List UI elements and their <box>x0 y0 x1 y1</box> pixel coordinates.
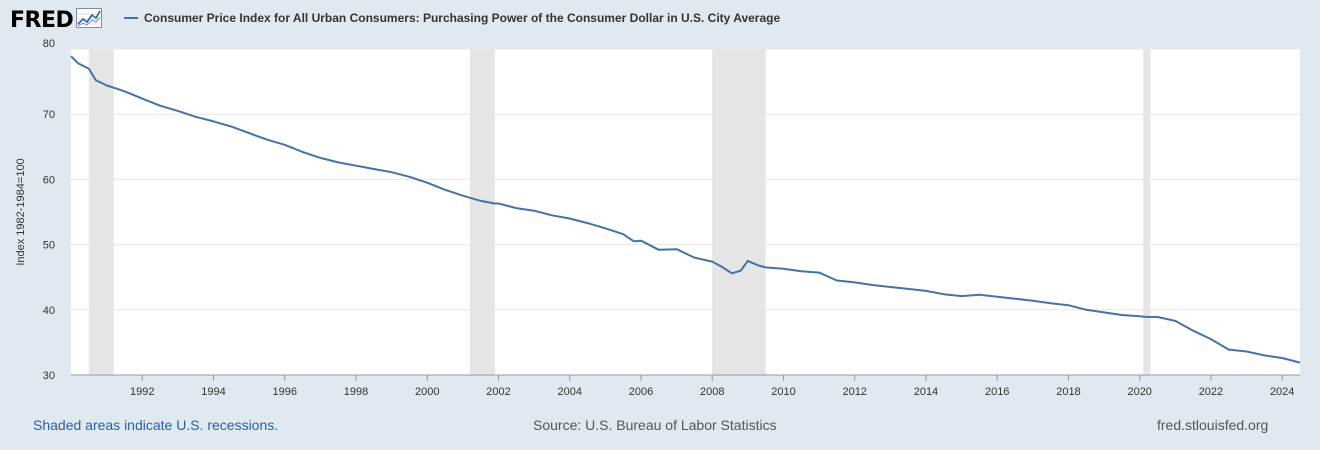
y-tick-label: 70 <box>43 109 55 121</box>
x-tick-label: 2020 <box>1127 386 1151 398</box>
x-tick-label: 2018 <box>1056 386 1080 398</box>
site-url[interactable]: fred.stlouisfed.org <box>1157 417 1269 433</box>
x-tick-label: 2010 <box>771 386 795 398</box>
recession-note-link[interactable]: Shaded areas indicate U.S. recessions. <box>33 417 279 433</box>
chart-legend: Consumer Price Index for All Urban Consu… <box>124 11 780 25</box>
y-tick-label: 30 <box>43 370 55 382</box>
y-axis-label: Index 1982-1984=100 <box>15 158 27 265</box>
x-axis-ticks: 1992 1994 1996 1998 2000 2002 2004 2006 2008 2010… <box>71 374 1300 398</box>
x-tick-label: 2024 <box>1270 386 1294 398</box>
fred-logo[interactable]: FRED <box>10 6 103 34</box>
plot-area <box>71 49 1300 375</box>
chart-line-icon <box>76 7 103 33</box>
x-tick-label: 2008 <box>700 386 724 398</box>
recession-band-2 <box>712 49 766 375</box>
recession-band-0 <box>88 49 114 375</box>
x-tick-label: 2002 <box>486 386 510 398</box>
recession-band-3 <box>1143 49 1151 375</box>
x-tick-label: 2004 <box>557 386 581 398</box>
legend-swatch <box>124 17 138 19</box>
x-tick-label: 1998 <box>344 386 368 398</box>
series-layer <box>70 55 1301 364</box>
x-tick-label: 2012 <box>842 386 866 398</box>
x-tick-label: 1996 <box>272 386 296 398</box>
x-tick-label: 2016 <box>985 386 1009 398</box>
x-tick-label: 2000 <box>415 386 439 398</box>
line-chart: 30 40 50 60 70 80 1992 1994 1996 1998 2000 2002 200… <box>15 38 1301 398</box>
series-line-0 <box>70 55 1301 364</box>
x-tick-label: 2006 <box>629 386 653 398</box>
y-tick-label: 60 <box>43 174 55 186</box>
logo-text: FRED <box>10 7 74 33</box>
recession-band-1 <box>469 49 495 375</box>
legend-label: Consumer Price Index for All Urban Consu… <box>144 11 781 25</box>
y-tick-label: 50 <box>43 240 55 252</box>
x-tick-label: 2014 <box>914 386 938 398</box>
x-tick-label: 1994 <box>201 386 225 398</box>
x-tick-label: 2022 <box>1199 386 1223 398</box>
y-tick-label: 80 <box>43 38 55 50</box>
recession-shading <box>88 49 1151 375</box>
y-axis-ticks: 30 40 50 60 70 80 <box>43 38 55 382</box>
source-text: Source: U.S. Bureau of Labor Statistics <box>533 417 777 433</box>
x-tick-label: 1992 <box>130 386 154 398</box>
y-tick-label: 40 <box>43 305 55 317</box>
